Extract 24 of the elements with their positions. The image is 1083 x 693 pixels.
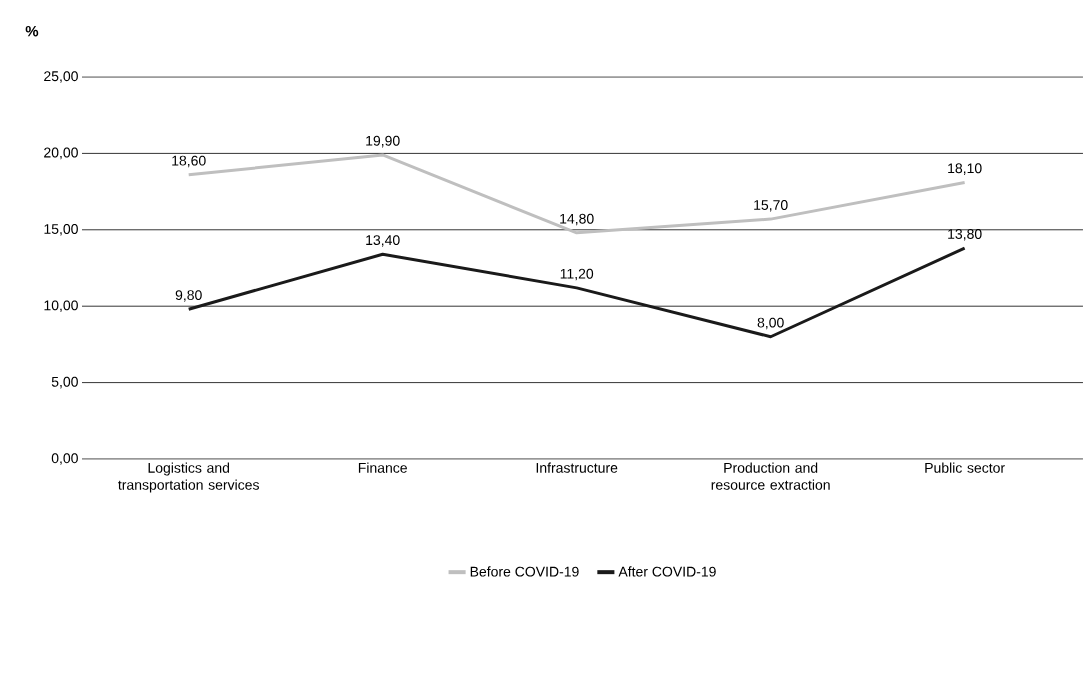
x-tick-label: Logistics and transportation services — [118, 462, 259, 493]
data-label: 11,20 — [560, 268, 594, 281]
x-tick-label: Public sector — [925, 462, 1005, 473]
legend-label: Before COVID-19 — [470, 566, 579, 577]
data-label: 13,40 — [366, 235, 400, 247]
y-tick-label: 20,00 — [44, 147, 78, 160]
data-label: 18,60 — [172, 155, 206, 168]
data-label: 15,70 — [754, 199, 788, 212]
x-tick-label: Production and resource extraction — [711, 462, 830, 490]
y-tick-label: 15,00 — [44, 224, 78, 236]
legend-label: After COVID-19 — [618, 566, 716, 577]
data-label: 13,80 — [948, 229, 982, 241]
data-label: 8,00 — [757, 317, 784, 330]
x-tick-label: Finance — [358, 462, 407, 473]
y-tick-label: 5,00 — [51, 376, 78, 389]
data-label: 14,80 — [560, 213, 594, 226]
y-tick-label: 0,00 — [51, 453, 78, 465]
data-label: 9,80 — [175, 290, 202, 302]
y-tick-label: 25,00 — [44, 71, 78, 83]
x-tick-label: Infrastructure — [536, 462, 618, 473]
y-tick-label: 10,00 — [44, 300, 78, 312]
data-label: 18,10 — [948, 163, 982, 175]
y-axis-title: % — [25, 25, 39, 37]
data-label: 19,90 — [366, 135, 400, 148]
